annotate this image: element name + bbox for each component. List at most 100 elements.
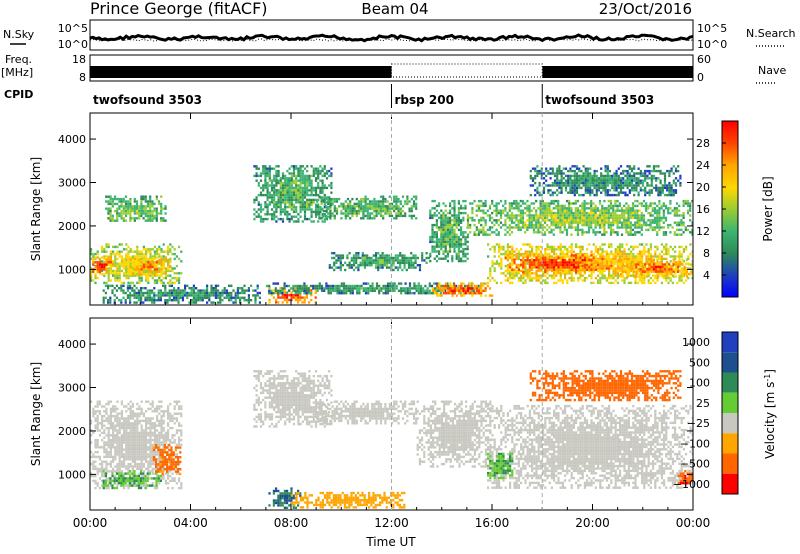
heatmap-region [90,256,115,276]
nave-tick-top: 60 [697,53,711,66]
range-tick-label: 2000 [58,220,86,233]
power-colorbar-tick: 24 [696,159,710,172]
velocity-colorbar: 1000 500 100 25 −25 −100 −500 −1000 [673,331,739,495]
heatmap-region [416,400,494,468]
power-axes: 1000 2000 3000 4000 [58,113,694,305]
nave-dotted-band [391,63,543,78]
cpid-segments: twofsound 3503 rbsp 200 twofsound 3503 [93,84,654,108]
time-tick-label: 16:00 [475,516,510,530]
cpid-label: CPID [4,88,33,101]
heatmap-region [105,195,167,222]
power-colorbar-tick: 28 [696,137,710,150]
nave-label: Nave [758,64,786,77]
heatmap-region [487,404,693,489]
range-tick-label: 4000 [58,133,86,146]
range-tick-label: 3000 [58,177,86,190]
range-tick-label: 1000 [58,468,86,481]
heatmap-region [328,252,430,272]
power-colorbar-label: Power [dB] [761,176,775,241]
time-tick-label: 04:00 [173,516,208,530]
heatmap-region [504,254,606,274]
velocity-colorbar-tick: −1000 [673,478,710,491]
heatmap-region [466,199,693,236]
cpid-segment-label: twofsound 3503 [545,93,654,107]
heatmap-region [431,282,494,297]
velocity-colorbar-tick: 1000 [682,336,710,349]
noise-tick-left-bottom: 10^0 [58,38,88,51]
power-colorbar-tick: 8 [703,247,710,260]
velocity-colorbar-bin [722,413,738,434]
power-ylabel: Slant Range [km] [29,157,43,261]
velocity-colorbar-tick: 100 [689,377,710,390]
heatmap-region [125,256,172,276]
velocity-colorbar-tick: 25 [696,397,710,410]
heatmap-region [291,491,406,509]
heatmap-region [152,444,182,476]
power-colorbar-tick: 12 [696,225,710,238]
velocity-colorbar-tick: −500 [680,458,710,471]
velocity-colorbar-bin [722,372,738,393]
noise-search-trace [89,38,694,42]
velocity-colorbar-bin [722,352,738,373]
time-tick-label: 20:00 [575,516,610,530]
time-tick-label: 00:00 [73,516,108,530]
heatmap-region [529,370,682,402]
power-colorbar-tick: 16 [696,203,710,216]
nsearch-label: N.Search [746,27,796,40]
heatmap-region [253,370,333,428]
velocity-colorbar-label: Velocity [m s-1] [763,369,778,459]
noise-tick-right-top: 10^5 [697,22,727,35]
velocity-colorbar-bin [722,392,738,413]
velocity-colorbar-tick: −100 [680,437,710,450]
heatmap-region [487,452,514,480]
velocity-colorbar-tick: −25 [687,417,710,430]
heatmap-region [429,199,469,263]
heatmap-region [316,400,418,425]
power-colorbar-tick: 4 [703,269,710,282]
cpid-segment-label: twofsound 3503 [93,93,202,107]
velocity-heatmap [90,370,693,509]
range-tick-label: 3000 [58,382,86,395]
range-tick-label: 4000 [58,338,86,351]
heatmap-region [529,165,682,197]
range-tick-label: 2000 [58,425,86,438]
noise-tick-left-top: 10^5 [58,22,88,35]
freq-label: Freq. [5,53,32,66]
freq-bar-2 [542,66,693,78]
heatmap-region [617,258,693,278]
time-tick-label: 08:00 [274,516,309,530]
noise-panel [89,19,694,51]
velocity-colorbar-bin [722,473,738,494]
nsky-label: N.Sky [3,28,35,41]
freq-tick-top: 18 [72,53,86,66]
cpid-segment-label: rbsp 200 [395,93,454,107]
velocity-colorbar-tick: 500 [689,356,710,369]
date-title: 23/Oct/2016 [599,0,692,18]
velocity-colorbar-bin [722,332,738,353]
time-tick-labels: 00:00 04:00 08:00 12:00 16:00 20:00 00:00 [73,516,711,530]
nave-tick-bottom: 0 [697,71,704,84]
power-colorbar-ticks: 4 8 12 16 20 24 28 [696,137,726,282]
time-tick-label: 12:00 [374,516,409,530]
time-axis-label: Time UT [365,535,416,549]
velocity-ylabel: Slant Range [km] [29,362,43,466]
heatmap-region [102,470,162,490]
power-colorbar-tick: 20 [696,181,710,194]
velocity-colorbar-bin [722,433,738,454]
range-tick-label: 1000 [58,263,86,276]
noise-tick-right-bottom: 10^0 [697,38,727,51]
noise-sky-trace [89,33,694,43]
freq-bar-1 [90,66,392,78]
heatmap-region [102,284,261,304]
velocity-colorbar-bin [722,453,738,474]
heatmap-region [677,470,693,485]
beam-title: Beam 04 [361,0,428,18]
heatmap-region [316,195,418,220]
velocity-axes: 1000 2000 3000 4000 [58,318,694,510]
freq-tick-bottom: 8 [79,71,86,84]
time-tick-label: 00:00 [676,516,711,530]
station-title: Prince George (fitACF) [90,0,268,18]
freq-unit: [MHz] [1,66,33,79]
power-heatmap [90,165,693,304]
